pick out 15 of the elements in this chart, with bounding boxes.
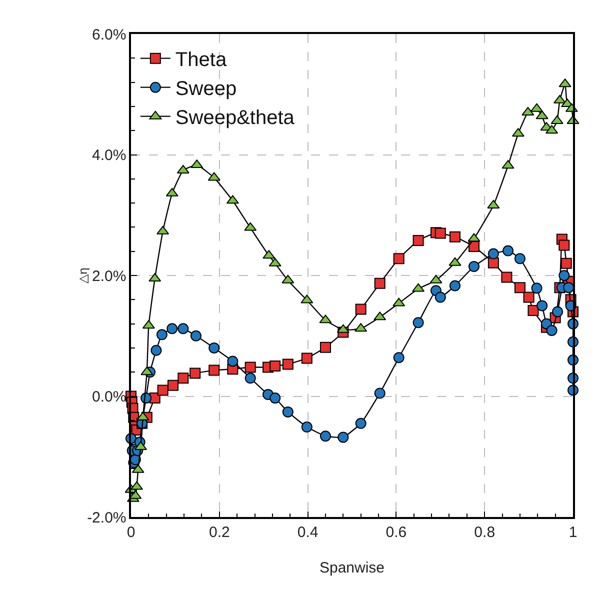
legend-label: Sweep xyxy=(175,78,237,100)
x-tick-label: 0.4 xyxy=(297,524,318,541)
x-tick-label: 0.6 xyxy=(386,524,407,541)
legend-label: Sweep&theta xyxy=(175,107,296,130)
y-tick-label: 2.0% xyxy=(92,268,126,285)
y-tick-label: 6.0% xyxy=(92,26,126,44)
x-tick-label: 0.8 xyxy=(474,524,496,541)
x-axis-title: Spanwise xyxy=(319,560,385,576)
y-axis-title: △η xyxy=(76,268,90,284)
x-tick-label: 0.2 xyxy=(208,524,230,541)
x-tick-label: 0 xyxy=(126,524,136,541)
y-tick-label: -2.0% xyxy=(87,509,126,526)
legend-label: Theta xyxy=(175,49,228,72)
x-tick-label: 1 xyxy=(568,524,578,541)
y-tick-label: 4.0% xyxy=(92,147,126,164)
